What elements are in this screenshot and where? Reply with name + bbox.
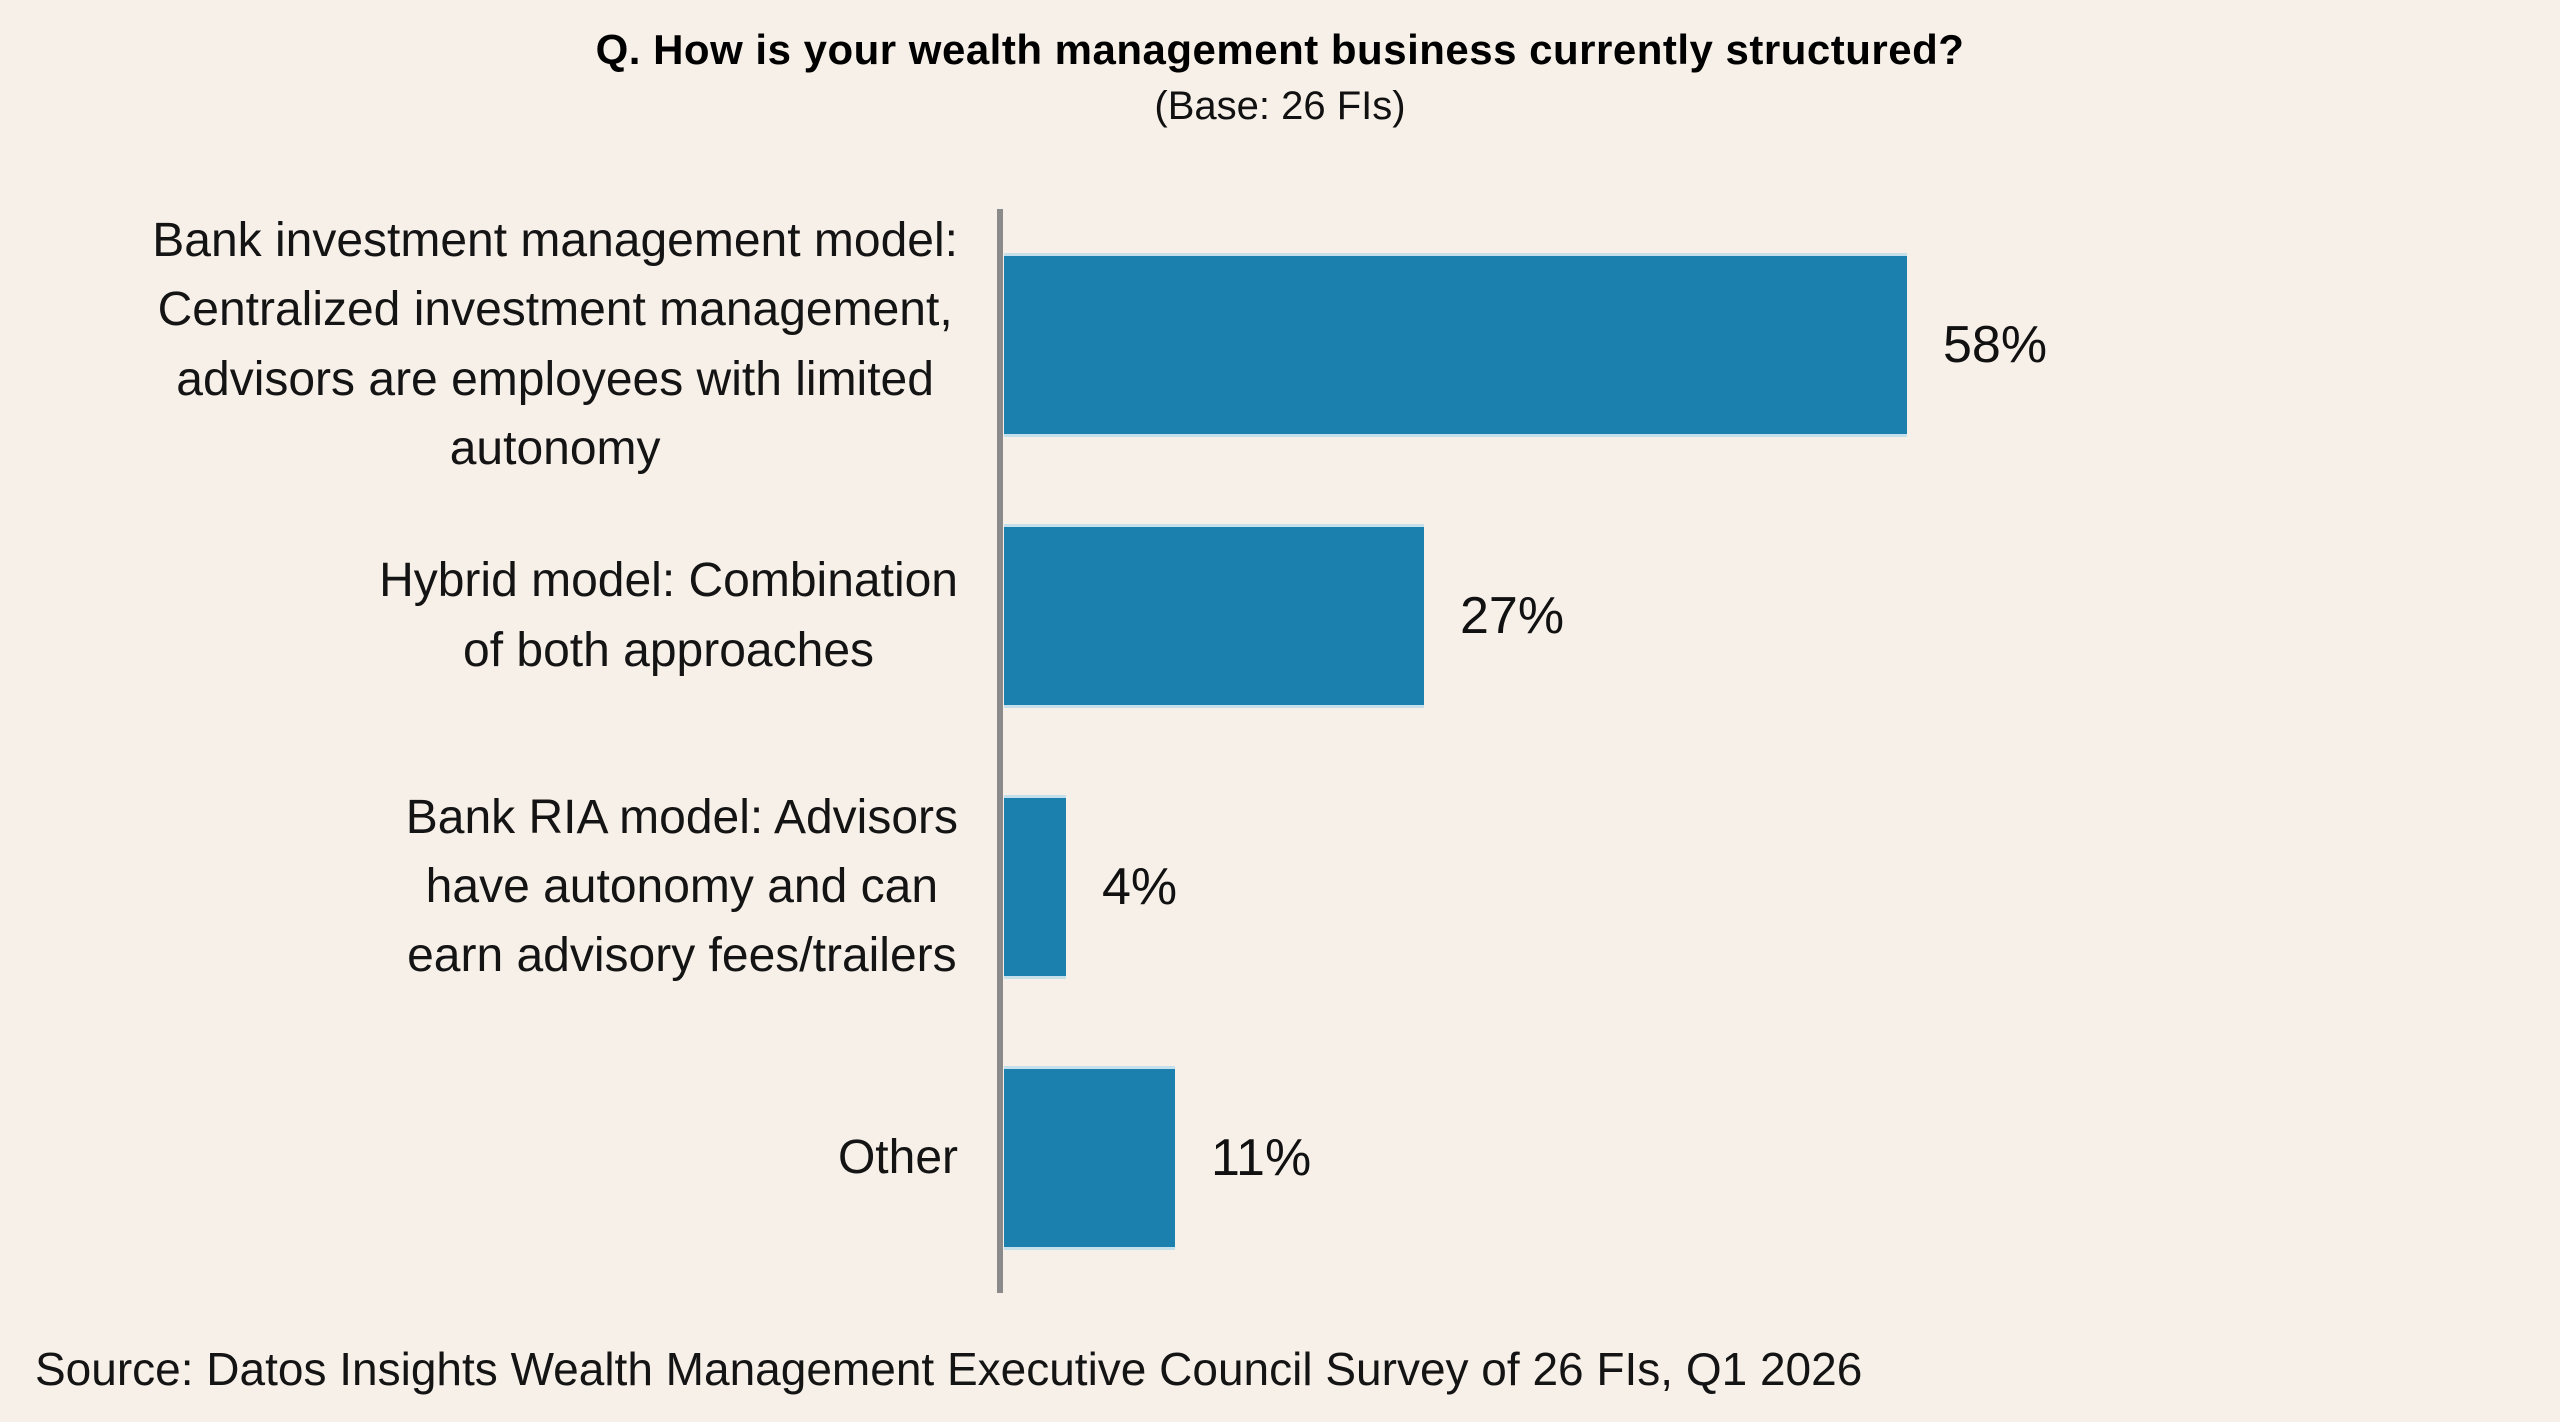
- y-axis-line: [997, 209, 1003, 1293]
- bar-cell: 58%: [1004, 209, 2560, 480]
- category-label-text: Bank RIA model: Advisors have autonomy a…: [405, 790, 958, 983]
- value-label: 4%: [1102, 857, 1178, 916]
- bar-row: Hybrid model: Combination of both approa…: [0, 480, 2560, 751]
- category-label-text: Bank investment management model: Centra…: [152, 214, 958, 475]
- bar-cell: 11%: [1004, 1022, 2560, 1293]
- bar-row: Bank investment management model: Centra…: [0, 209, 2560, 480]
- bar: [1004, 1065, 1175, 1250]
- category-label: Bank RIA model: Advisors have autonomy a…: [0, 783, 958, 990]
- bar-cell: 4%: [1004, 751, 2560, 1022]
- category-label: Bank investment management model: Centra…: [0, 206, 958, 482]
- category-label: Other: [0, 1123, 958, 1192]
- value-label: 11%: [1211, 1128, 1312, 1187]
- bar-row: Bank RIA model: Advisors have autonomy a…: [0, 751, 2560, 1022]
- category-label-text: Other: [837, 1130, 958, 1184]
- category-label-text: Hybrid model: Combination of both approa…: [379, 554, 958, 677]
- bar-cell: 27%: [1004, 480, 2560, 751]
- bar-chart-plot-area: Bank investment management model: Centra…: [0, 209, 2560, 1293]
- chart-subtitle: (Base: 26 FIs): [1154, 84, 1406, 128]
- bar-row: Other 11%: [0, 1022, 2560, 1293]
- source-note: Source: Datos Insights Wealth Management…: [35, 1343, 1863, 1395]
- category-label: Hybrid model: Combination of both approa…: [0, 546, 958, 684]
- value-label: 58%: [1943, 315, 2048, 374]
- value-label: 27%: [1460, 586, 1565, 645]
- bar: [1004, 523, 1424, 708]
- bar: [1004, 252, 1907, 437]
- chart-title: Q. How is your wealth management busines…: [595, 26, 1965, 73]
- bar: [1004, 794, 1066, 979]
